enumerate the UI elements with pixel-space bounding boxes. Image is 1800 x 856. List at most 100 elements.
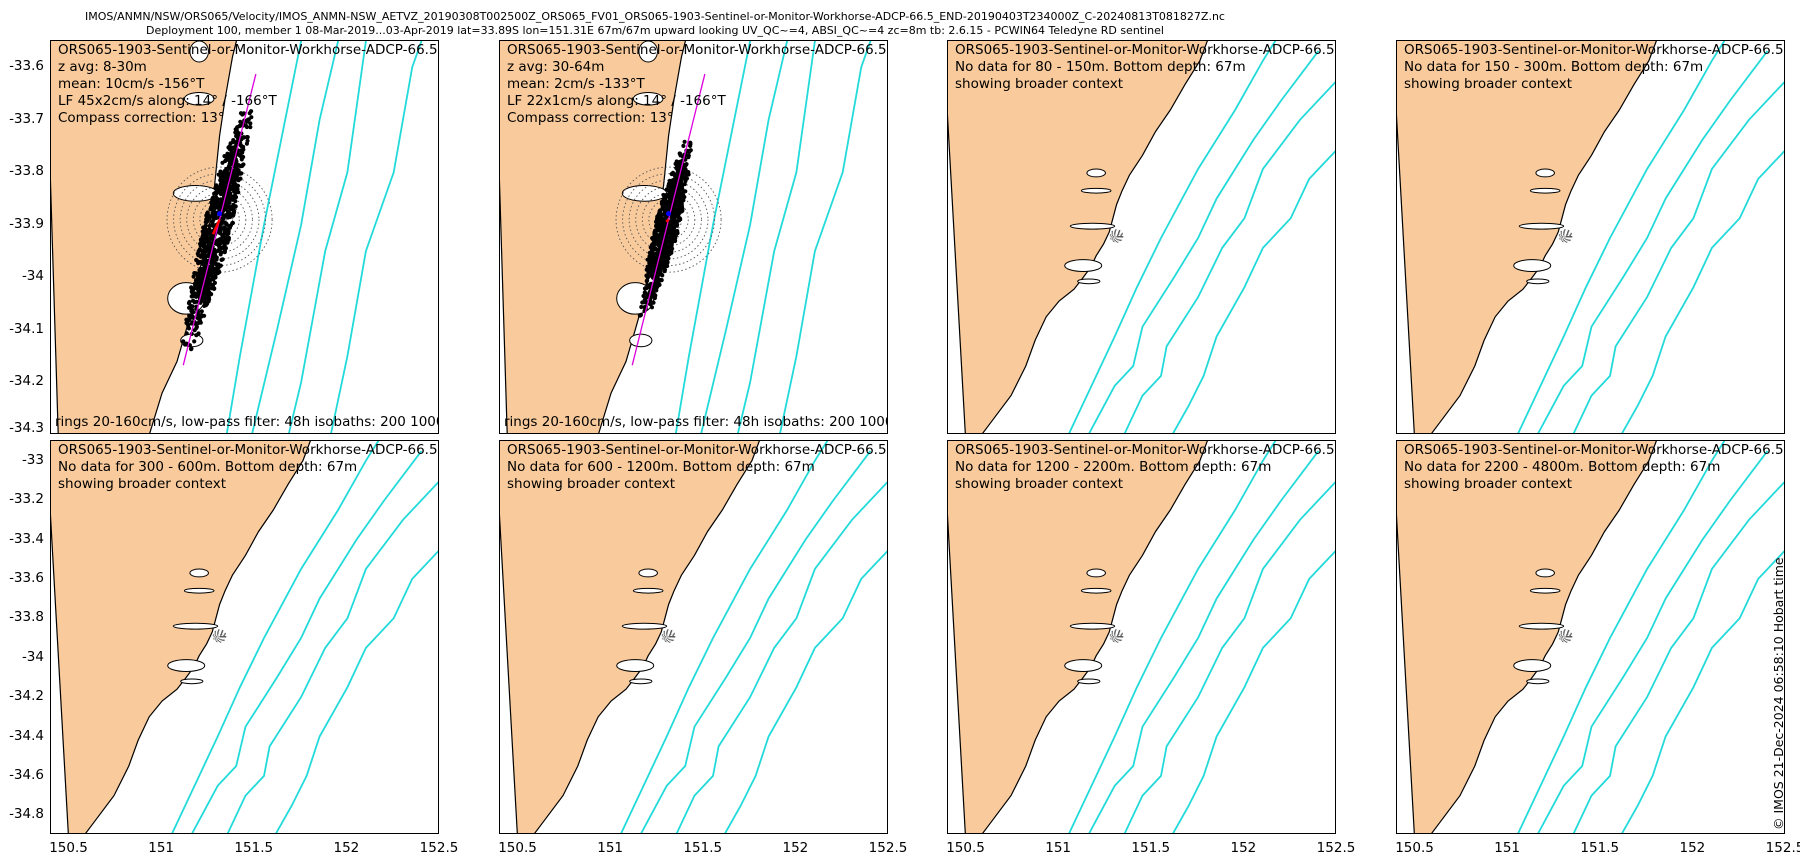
panel-1-footer: rings 20-160cm/s, low-pass filter: 48h i… — [55, 414, 438, 430]
estuary — [189, 568, 209, 578]
velocity-point — [223, 167, 229, 172]
velocity-point — [219, 179, 224, 184]
isobath-1000 — [191, 450, 423, 833]
velocity-point — [678, 196, 683, 201]
estuary — [1077, 678, 1101, 685]
velocity-point — [238, 176, 243, 181]
panel-7-text-3: showing broader context — [955, 476, 1124, 492]
velocity-point — [679, 192, 684, 197]
velocity-point — [192, 291, 197, 297]
velocity-point — [184, 331, 189, 336]
map-panel-7: ORS065-1903-Sentinel-or-Monitor-Workhors… — [947, 440, 1336, 834]
speed-ring-80 — [1561, 632, 1570, 640]
velocity-point — [213, 275, 218, 280]
velocity-point — [202, 292, 207, 297]
x-tick: 150.5 — [1395, 840, 1434, 856]
speed-ring-60 — [1562, 633, 1569, 639]
isobath-200 — [1517, 441, 1726, 833]
velocity-point — [201, 296, 206, 302]
velocity-point — [218, 252, 223, 257]
velocity-point — [201, 252, 206, 257]
velocity-point — [227, 144, 232, 149]
velocity-point — [190, 308, 195, 313]
velocity-point — [229, 155, 234, 160]
velocity-point — [218, 263, 223, 268]
x-tick: 150.5 — [946, 840, 985, 856]
speed-ring-100 — [1561, 231, 1570, 241]
velocity-point — [201, 242, 206, 247]
velocity-point — [670, 187, 675, 192]
panel-3-text-2: No data for 80 - 150m. Bottom depth: 67m — [955, 59, 1246, 75]
speed-ring-120 — [1560, 630, 1571, 642]
velocity-point — [193, 278, 199, 283]
velocity-point — [198, 273, 203, 278]
velocity-point — [218, 240, 223, 246]
estuary — [1529, 587, 1561, 594]
velocity-point — [230, 221, 235, 226]
velocity-point — [683, 176, 688, 181]
velocity-point — [214, 191, 219, 196]
estuary — [629, 678, 653, 685]
speed-ring-160 — [1109, 229, 1124, 243]
speed-ring-100 — [664, 631, 673, 641]
speed-ring-120 — [663, 630, 674, 642]
velocity-point — [222, 225, 227, 230]
estuary — [1086, 168, 1106, 178]
velocity-point — [218, 169, 223, 174]
velocity-point — [226, 198, 231, 203]
lf-marker — [666, 211, 672, 217]
velocity-point — [226, 205, 231, 210]
estuary — [1513, 259, 1552, 272]
velocity-point — [204, 234, 209, 239]
estuary — [1077, 278, 1101, 285]
velocity-point — [651, 257, 656, 262]
velocity-point — [681, 143, 686, 148]
isobath-200 — [226, 41, 303, 433]
velocity-point — [199, 309, 204, 314]
speed-ring-20 — [1115, 634, 1118, 638]
speed-ring-100 — [215, 631, 224, 641]
speed-ring-140 — [1559, 230, 1572, 242]
velocity-point — [194, 257, 199, 263]
speed-ring-100 — [186, 186, 253, 253]
y-tick-top: -33.6 — [9, 58, 44, 75]
velocity-point — [660, 258, 665, 263]
velocity-point — [682, 182, 687, 187]
isobath-2000 — [675, 481, 887, 833]
velocity-point — [219, 187, 224, 192]
isobath-2000 — [1572, 481, 1784, 833]
velocity-point — [245, 117, 250, 122]
isobath-200 — [620, 441, 829, 833]
velocity-point — [665, 258, 670, 263]
velocity-point — [641, 293, 646, 299]
velocity-point — [192, 328, 197, 333]
velocity-point — [681, 169, 686, 174]
estuary — [167, 659, 206, 672]
velocity-point — [664, 262, 669, 267]
velocity-point — [228, 187, 233, 192]
x-tick: 151 — [148, 840, 175, 856]
x-tick: 151 — [597, 840, 624, 856]
estuary — [1064, 259, 1103, 272]
velocity-point — [181, 339, 186, 344]
velocity-point — [660, 262, 665, 267]
speed-ring-80 — [1561, 232, 1570, 240]
velocity-point — [683, 189, 688, 194]
map-panel-5: ORS065-1903-Sentinel-or-Monitor-Workhors… — [50, 440, 439, 834]
velocity-point — [665, 193, 670, 198]
velocity-point — [224, 235, 229, 240]
velocity-point — [233, 199, 238, 204]
estuary — [1529, 187, 1561, 194]
velocity-point — [203, 257, 208, 262]
velocity-point — [244, 124, 249, 130]
velocity-point — [227, 194, 232, 199]
estuary — [180, 678, 204, 685]
velocity-point — [190, 304, 195, 309]
speed-ring-100 — [1112, 631, 1121, 641]
velocity-point — [210, 223, 215, 228]
velocity-point — [231, 205, 236, 210]
panel-2-text-3: mean: 2cm/s -133°T — [507, 76, 645, 92]
panel-1-text-4: LF 45x2cm/s along: 14° / -166°T — [58, 93, 277, 109]
velocity-point — [193, 283, 198, 288]
velocity-point — [231, 138, 236, 143]
